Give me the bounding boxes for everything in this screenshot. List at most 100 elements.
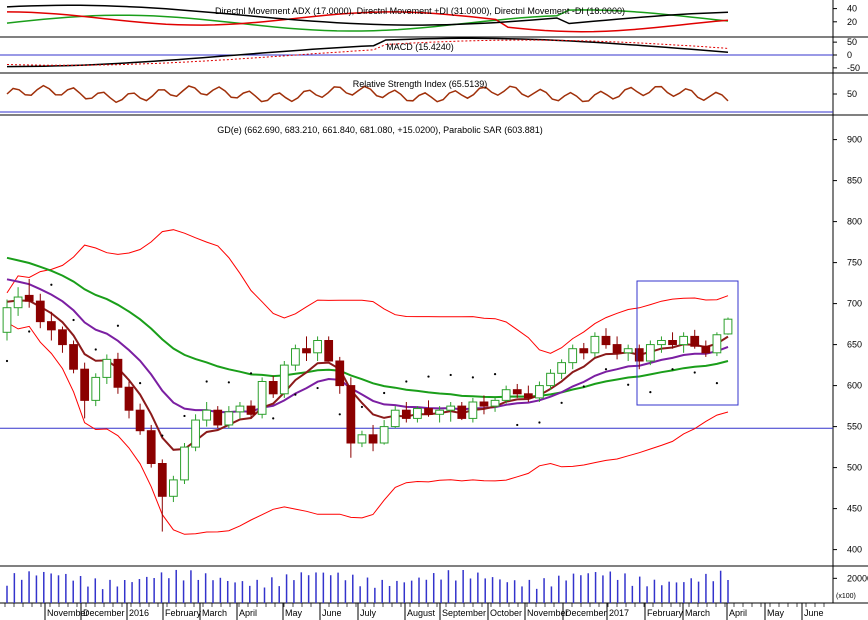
- candle: [523, 393, 533, 399]
- candle: [401, 409, 411, 419]
- candle: [69, 344, 78, 370]
- volume-tick-label: 20000: [847, 573, 868, 583]
- moving-average-mid: [6, 278, 729, 414]
- candle: [268, 381, 278, 395]
- candle: [113, 358, 123, 388]
- candle: [546, 372, 555, 387]
- candle: [657, 340, 666, 346]
- macd-tick-label: -50: [847, 63, 860, 73]
- moving-average-fast: [6, 299, 729, 451]
- candle: [601, 335, 611, 346]
- sar-dot: [627, 383, 630, 386]
- x-tick-label: March: [202, 608, 227, 618]
- candle: [324, 340, 334, 362]
- sar-dot: [715, 382, 719, 385]
- sar-dot: [205, 380, 208, 383]
- macd-panel: 50 0 -50: [0, 37, 860, 73]
- sar-dot: [693, 371, 696, 374]
- x-tick-label: February: [647, 608, 684, 618]
- rsi-panel: 50: [0, 84, 857, 113]
- x-tick-label: April: [729, 608, 747, 618]
- candle: [24, 294, 34, 302]
- macd-tick-label: 0: [847, 50, 852, 60]
- candle: [557, 362, 566, 374]
- candle: [58, 329, 67, 346]
- candle: [35, 300, 45, 323]
- x-tick-label: August: [407, 608, 436, 618]
- sar-dot: [671, 368, 674, 371]
- x-tick-label: December: [83, 608, 125, 618]
- candle: [512, 389, 522, 395]
- rsi-tick-label: 50: [847, 89, 857, 99]
- candle: [13, 296, 23, 309]
- sar-dot: [116, 324, 120, 327]
- candle: [612, 344, 622, 354]
- sar-dot: [183, 414, 186, 418]
- x-tick-label: November: [527, 608, 569, 618]
- sar-dot: [649, 391, 652, 394]
- price-tick-label: 400: [847, 545, 862, 555]
- adx-title: Directnl Movement ADX (17.0000), Directn…: [215, 6, 625, 16]
- sar-dot: [493, 373, 497, 376]
- sar-dot: [94, 348, 97, 351]
- candle: [46, 321, 56, 331]
- candle: [157, 463, 167, 497]
- x-tick-label: October: [490, 608, 522, 618]
- candle: [568, 348, 578, 364]
- x-tick-label: September: [442, 608, 486, 618]
- price-tick-label: 850: [847, 176, 862, 186]
- candle: [368, 434, 378, 444]
- x-tick-label: December: [565, 608, 607, 618]
- di-plus-line: [6, 9, 729, 32]
- di-minus-line: [6, 11, 729, 33]
- sar-dot: [338, 413, 341, 416]
- candle: [224, 411, 234, 426]
- highlight-box: [636, 280, 739, 406]
- x-tick-label: May: [767, 608, 785, 618]
- x-tick-label: June: [322, 608, 342, 618]
- candle: [357, 434, 367, 444]
- adx-tick-label: 20: [847, 17, 857, 27]
- bollinger-lower: [6, 322, 729, 535]
- x-tick-label: June: [804, 608, 824, 618]
- candle: [701, 345, 711, 354]
- candle: [169, 479, 178, 497]
- candle: [102, 358, 112, 378]
- macd-tick-label: 50: [847, 37, 857, 47]
- price-tick-label: 450: [847, 504, 862, 514]
- price-tick-label: 700: [847, 299, 862, 309]
- sar-dot: [294, 393, 297, 396]
- sar-dot: [316, 386, 319, 390]
- x-tick-label: May: [285, 608, 303, 618]
- price-tick-label: 800: [847, 217, 862, 227]
- sar-dot: [604, 368, 608, 371]
- candle: [435, 409, 444, 415]
- candle: [623, 348, 633, 354]
- x-tick-label: 2016: [129, 608, 149, 618]
- candle: [124, 386, 134, 411]
- sar-dot: [405, 380, 408, 383]
- x-tick-label: March: [685, 608, 710, 618]
- sar-dot: [471, 376, 474, 379]
- candle: [91, 376, 101, 401]
- sar-dot: [72, 318, 75, 322]
- x-tick-label: April: [239, 608, 257, 618]
- sar-dot: [516, 423, 519, 427]
- candle: [379, 426, 389, 444]
- candle: [302, 348, 311, 354]
- candle: [80, 368, 90, 401]
- price-tick-label: 600: [847, 381, 862, 391]
- sar-dot: [50, 283, 53, 286]
- candle: [457, 405, 467, 419]
- sar-dot: [227, 381, 230, 384]
- candle: [468, 401, 478, 419]
- macd-signal-line: [6, 39, 729, 66]
- candle: [246, 405, 256, 415]
- price-tick-label: 750: [847, 258, 862, 268]
- price-panel: 900 850 800 750 700 650 600 550 500 450 400: [0, 135, 862, 555]
- candle: [424, 408, 433, 415]
- candle: [645, 344, 655, 362]
